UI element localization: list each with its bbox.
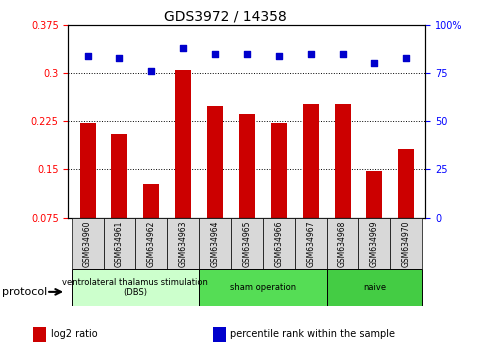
Bar	[199, 269, 326, 306]
Bar	[111, 134, 127, 218]
Text: GSM634962: GSM634962	[146, 220, 156, 267]
Text: GSM634968: GSM634968	[337, 220, 346, 267]
Bar	[334, 104, 350, 218]
Text: GSM634969: GSM634969	[369, 220, 378, 267]
Text: percentile rank within the sample: percentile rank within the sample	[230, 329, 395, 339]
Text: GSM634970: GSM634970	[401, 220, 410, 267]
Bar	[302, 104, 318, 218]
Point	[211, 51, 219, 57]
Point	[306, 51, 314, 57]
Bar	[326, 269, 421, 306]
Text: GDS3972 / 14358: GDS3972 / 14358	[163, 10, 286, 24]
Point	[338, 51, 346, 57]
Text: GSM634960: GSM634960	[83, 220, 92, 267]
Text: GSM634965: GSM634965	[242, 220, 251, 267]
Text: log2 ratio: log2 ratio	[50, 329, 97, 339]
Bar	[294, 218, 326, 269]
Text: GSM634964: GSM634964	[210, 220, 219, 267]
Bar	[230, 218, 263, 269]
Point	[179, 45, 187, 51]
Bar	[167, 218, 199, 269]
Text: ventrolateral thalamus stimulation
(DBS): ventrolateral thalamus stimulation (DBS)	[62, 278, 208, 297]
Text: sham operation: sham operation	[229, 283, 295, 292]
Bar	[358, 218, 389, 269]
Point	[274, 53, 282, 58]
Bar	[326, 218, 358, 269]
Bar	[175, 70, 191, 218]
Point	[243, 51, 250, 57]
Bar	[72, 218, 103, 269]
Bar	[135, 218, 167, 269]
Bar	[398, 149, 413, 218]
Point	[83, 53, 91, 58]
Text: GSM634967: GSM634967	[305, 220, 315, 267]
Bar	[207, 107, 223, 218]
Bar	[213, 326, 225, 343]
Text: GSM634963: GSM634963	[178, 220, 187, 267]
Text: GSM634966: GSM634966	[274, 220, 283, 267]
Bar	[80, 123, 95, 218]
Text: naive: naive	[362, 283, 385, 292]
Bar	[263, 218, 294, 269]
Text: GSM634961: GSM634961	[115, 220, 123, 267]
Bar	[143, 184, 159, 218]
Bar	[33, 326, 46, 343]
Text: protocol: protocol	[2, 287, 48, 297]
Bar	[270, 123, 286, 218]
Point	[147, 68, 155, 74]
Bar	[103, 218, 135, 269]
Point	[370, 61, 378, 66]
Point	[402, 55, 409, 61]
Bar	[72, 269, 199, 306]
Bar	[239, 114, 254, 218]
Point	[115, 55, 123, 61]
Bar	[199, 218, 230, 269]
Bar	[366, 171, 382, 218]
Bar	[389, 218, 421, 269]
